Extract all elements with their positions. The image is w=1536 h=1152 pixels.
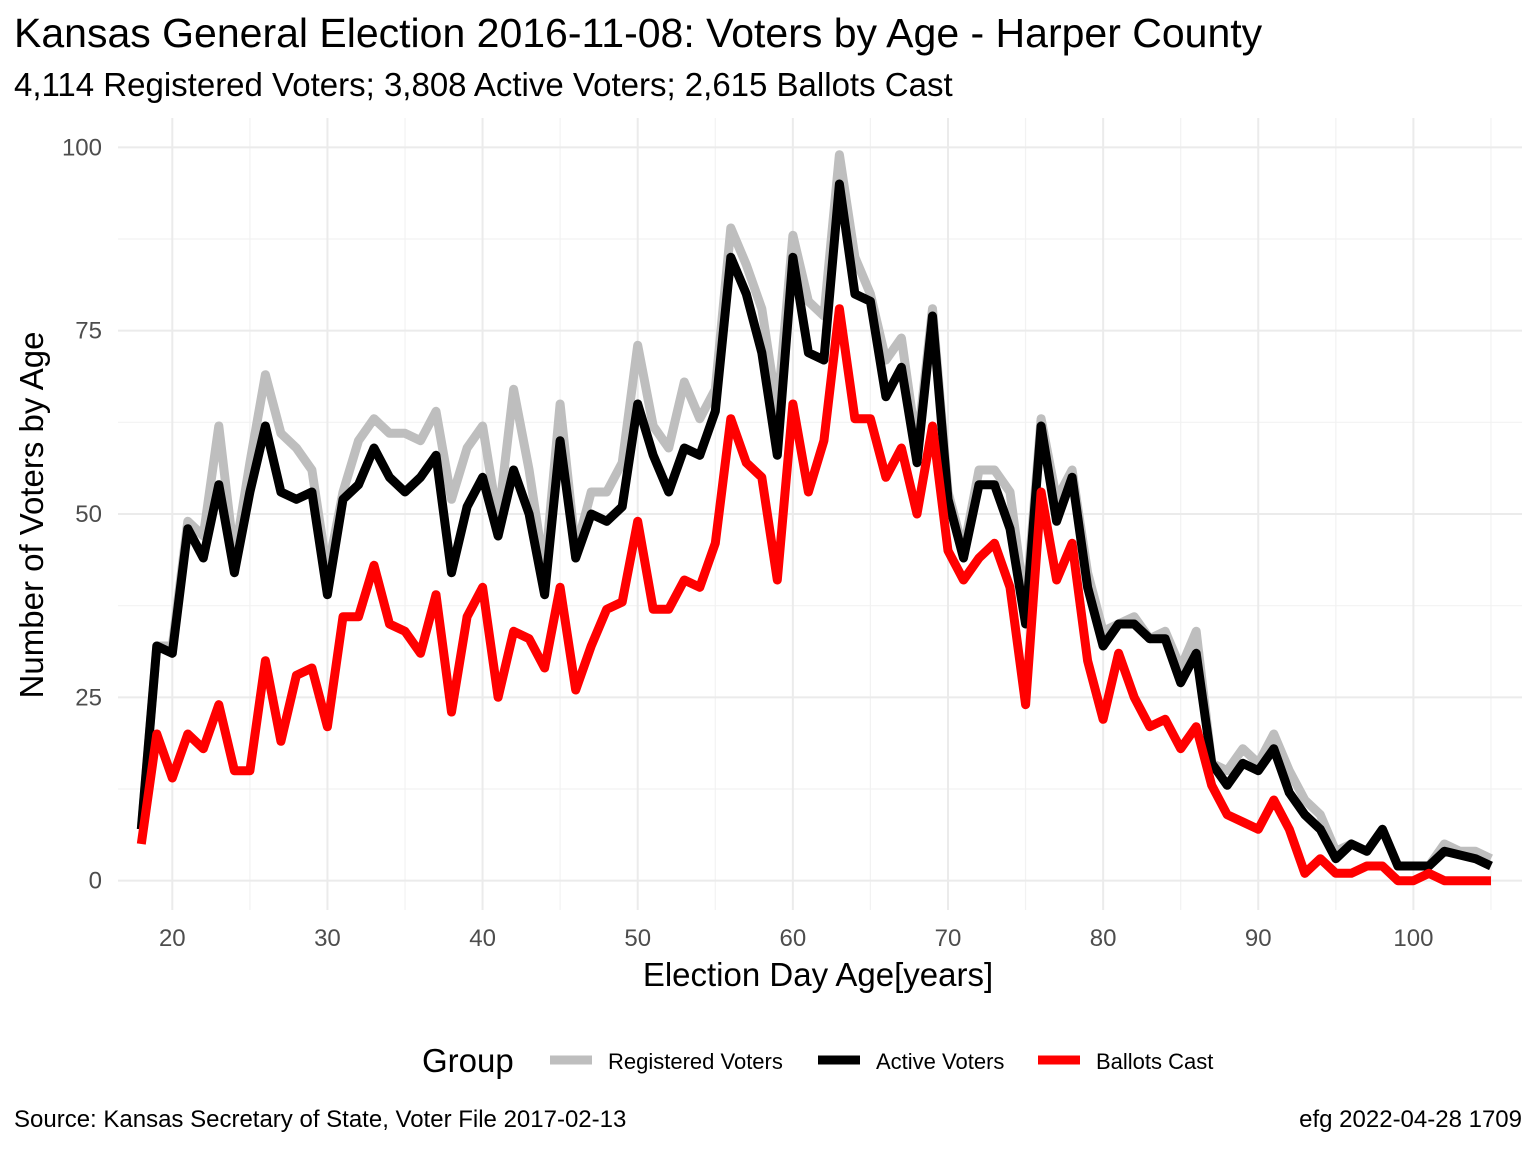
x-tick-label: 60 <box>779 925 806 952</box>
legend-item: Ballots Cast <box>1038 1049 1213 1074</box>
series-line-ballots-cast <box>136 304 1491 886</box>
x-tick-labels: 20 30 40 50 60 70 80 90 100 <box>159 925 1433 952</box>
y-tick-label: 50 <box>75 501 102 528</box>
credit-caption: efg 2022-04-28 1709 <box>1299 1106 1522 1133</box>
series-line-registered-voters <box>136 150 1493 871</box>
x-tick-label: 80 <box>1090 925 1117 952</box>
y-tick-label: 100 <box>62 134 102 161</box>
chart-subtitle: 4,114 Registered Voters; 3,808 Active Vo… <box>14 66 953 103</box>
legend-item: Registered Voters <box>550 1049 783 1074</box>
x-tick-label: 100 <box>1393 925 1433 952</box>
y-tick-labels: 0 25 50 75 100 <box>62 134 102 894</box>
x-axis-label: Election Day Age[years] <box>643 956 993 993</box>
x-tick-label: 30 <box>314 925 341 952</box>
legend-label: Ballots Cast <box>1096 1049 1213 1074</box>
chart-title: Kansas General Election 2016-11-08: Vote… <box>14 10 1263 56</box>
series-line-active-voters <box>136 179 1493 871</box>
legend-title: Group <box>422 1042 514 1079</box>
x-tick-label: 50 <box>624 925 651 952</box>
x-tick-label: 40 <box>469 925 496 952</box>
series-lines <box>136 150 1493 886</box>
y-tick-label: 25 <box>75 684 102 711</box>
grid-major <box>118 118 1522 910</box>
y-tick-label: 0 <box>89 868 102 895</box>
x-tick-label: 90 <box>1245 925 1272 952</box>
y-axis-label: Number of Voters by Age <box>13 332 50 699</box>
legend-label: Registered Voters <box>608 1049 783 1074</box>
legend: Group Registered Voters Active Voters Ball… <box>422 1042 1213 1079</box>
legend-label: Active Voters <box>876 1049 1004 1074</box>
legend-item: Active Voters <box>818 1049 1004 1074</box>
source-caption: Source: Kansas Secretary of State, Voter… <box>14 1106 627 1133</box>
x-tick-label: 70 <box>935 925 962 952</box>
x-tick-label: 20 <box>159 925 186 952</box>
y-tick-label: 75 <box>75 318 102 345</box>
